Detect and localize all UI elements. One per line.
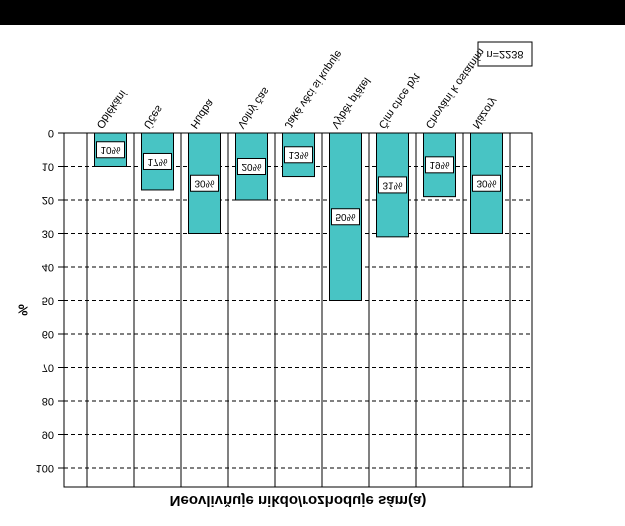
header-bar [0, 0, 625, 25]
value-label: 19% [429, 159, 449, 170]
y-tick-label: 100 [36, 462, 54, 474]
value-label-box [96, 141, 125, 159]
x-tick-label: Oblékání [94, 88, 129, 131]
y-tick-label: 20 [42, 194, 54, 206]
value-label: 31% [382, 179, 402, 190]
value-label: 17% [147, 156, 167, 167]
value-label: 30% [194, 178, 214, 189]
value-label-box [190, 174, 219, 192]
x-tick-label: Čím chce být [376, 71, 423, 131]
value-label-box [143, 152, 172, 170]
value-label-box [425, 156, 454, 174]
y-tick-label: 10 [42, 161, 54, 173]
y-tick-label: 50 [42, 295, 54, 307]
chart-title: Neovlivňuje nikdo/rozhoduje sám(a) [170, 492, 427, 509]
x-tick-label: Výběr přátel [329, 75, 373, 130]
value-label: 50% [335, 211, 355, 222]
value-label: 20% [241, 161, 261, 172]
y-tick-label: 80 [42, 395, 54, 407]
annotation-box [477, 41, 533, 67]
x-tick-label: Hudba [188, 96, 217, 130]
value-label: 30% [476, 178, 496, 189]
x-tick-label: Názory [470, 95, 500, 131]
value-label-box [378, 176, 407, 194]
y-tick-label: 0 [48, 127, 54, 139]
annotation: n=2238 [486, 48, 523, 60]
value-label: 13% [288, 149, 308, 160]
y-tick-label: 90 [42, 429, 54, 441]
value-label-box [472, 174, 501, 192]
y-axis-label: % [16, 304, 31, 316]
value-label-box [237, 158, 266, 175]
value-label-box [284, 146, 313, 164]
value-label: 10% [100, 144, 120, 155]
x-tick-label: Účes [141, 103, 166, 131]
y-tick-label: 70 [42, 362, 54, 374]
y-tick-label: 60 [42, 328, 54, 340]
value-label-box [331, 208, 360, 226]
y-tick-label: 30 [42, 228, 54, 240]
y-tick-label: 40 [42, 261, 54, 273]
x-tick-label: Volný čas [235, 85, 272, 131]
